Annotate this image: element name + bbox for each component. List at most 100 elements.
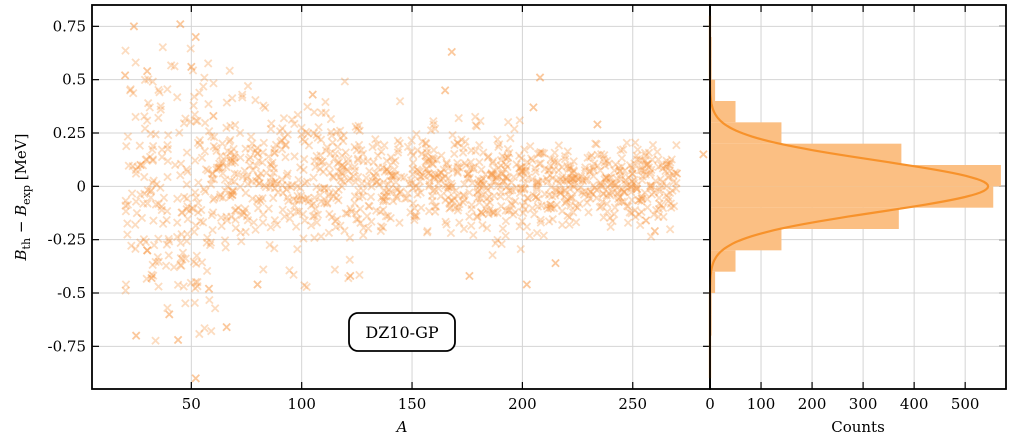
scatter-point — [655, 199, 664, 208]
scatter-point — [414, 183, 423, 193]
scatter-point — [520, 205, 530, 214]
scatter-point — [264, 204, 273, 213]
scatter-point — [210, 193, 219, 203]
scatter-point — [266, 177, 275, 187]
scatter-point — [415, 172, 425, 181]
scatter-point — [518, 166, 527, 176]
scatter-point — [638, 172, 647, 181]
scatter-point — [664, 171, 674, 181]
scatter-point — [633, 145, 642, 154]
scatter-point — [123, 132, 133, 141]
y-title-part: B — [12, 205, 30, 217]
scatter-point — [235, 128, 245, 138]
scatter-point — [166, 61, 176, 70]
scatter-point — [324, 191, 333, 201]
scatter-point — [499, 176, 508, 186]
scatter-point — [563, 176, 572, 186]
scatter-point — [182, 165, 191, 174]
scatter-point — [230, 120, 240, 130]
scatter-point — [627, 181, 636, 191]
scatter-point — [460, 195, 470, 205]
scatter-point — [202, 266, 212, 276]
scatter-point — [313, 133, 323, 143]
scatter-point — [573, 173, 583, 183]
y-tick-label: -0.5 — [57, 284, 86, 302]
scatter-point — [656, 174, 665, 184]
scatter-point — [489, 191, 499, 201]
scatter-point — [151, 336, 160, 345]
scatter-point — [617, 185, 627, 194]
scatter-point — [455, 163, 464, 172]
scatter-point — [453, 139, 463, 148]
scatter-point — [417, 149, 427, 159]
scatter-point — [335, 172, 345, 182]
scatter-point — [471, 146, 480, 156]
scatter-point — [528, 203, 537, 213]
scatter-point — [395, 97, 405, 106]
scatter-point — [503, 117, 513, 127]
scatter-point — [390, 165, 399, 174]
scatter-point — [425, 176, 434, 186]
scatter-point — [533, 149, 543, 159]
scatter-point — [453, 206, 463, 215]
scatter-point — [525, 231, 534, 240]
scatter-point — [354, 121, 363, 131]
scatter-point — [657, 200, 666, 210]
scatter-point — [121, 206, 131, 216]
scatter-point — [391, 184, 401, 193]
scatter-point — [195, 88, 204, 98]
scatter-point — [382, 187, 392, 197]
scatter-point — [376, 222, 386, 231]
scatter-point — [557, 163, 567, 172]
scatter-point — [154, 199, 163, 209]
scatter-point — [199, 82, 208, 91]
scatter-point — [163, 85, 172, 94]
scatter-point — [146, 129, 156, 139]
scatter-point — [403, 188, 413, 198]
scatter-point — [343, 166, 353, 176]
scatter-point — [327, 212, 337, 222]
scatter-point — [437, 168, 446, 178]
scatter-point — [640, 166, 649, 176]
scatter-point — [507, 178, 516, 187]
scatter-point — [515, 170, 525, 179]
scatter-point — [310, 193, 319, 202]
scatter-point — [496, 187, 506, 197]
scatter-point — [450, 140, 459, 150]
scatter-point — [218, 193, 228, 202]
scatter-point — [412, 211, 421, 221]
scatter-point — [516, 244, 526, 254]
scatter-point — [501, 172, 511, 181]
scatter-point — [287, 180, 297, 190]
scatter-point — [669, 201, 679, 211]
scatter-point — [302, 282, 311, 292]
scatter-point — [459, 224, 469, 234]
scatter-point — [190, 156, 200, 165]
scatter-point — [140, 112, 149, 121]
scatter-point — [459, 143, 468, 153]
scatter-point — [532, 177, 541, 187]
scatter-point — [505, 186, 515, 195]
scatter-point — [355, 204, 365, 214]
scatter-point — [463, 170, 473, 179]
scatter-point — [622, 138, 632, 148]
scatter-point — [423, 226, 432, 236]
scatter-point — [562, 173, 571, 182]
scatter-point — [453, 158, 462, 168]
scatter-point — [201, 187, 210, 196]
scatter-point — [483, 153, 492, 162]
scatter-point — [272, 179, 282, 189]
scatter-point — [290, 152, 299, 161]
scatter-point — [430, 202, 440, 211]
scatter-point — [640, 156, 650, 166]
scatter-point — [345, 233, 355, 242]
scatter-point — [658, 178, 667, 187]
scatter-point — [532, 180, 541, 189]
scatter-point — [320, 183, 329, 193]
scatter-point — [192, 251, 202, 261]
scatter-point — [501, 216, 511, 226]
scatter-point — [478, 174, 488, 183]
scatter-point — [554, 179, 564, 188]
scatter-point — [267, 173, 276, 182]
scatter-point — [147, 273, 156, 283]
